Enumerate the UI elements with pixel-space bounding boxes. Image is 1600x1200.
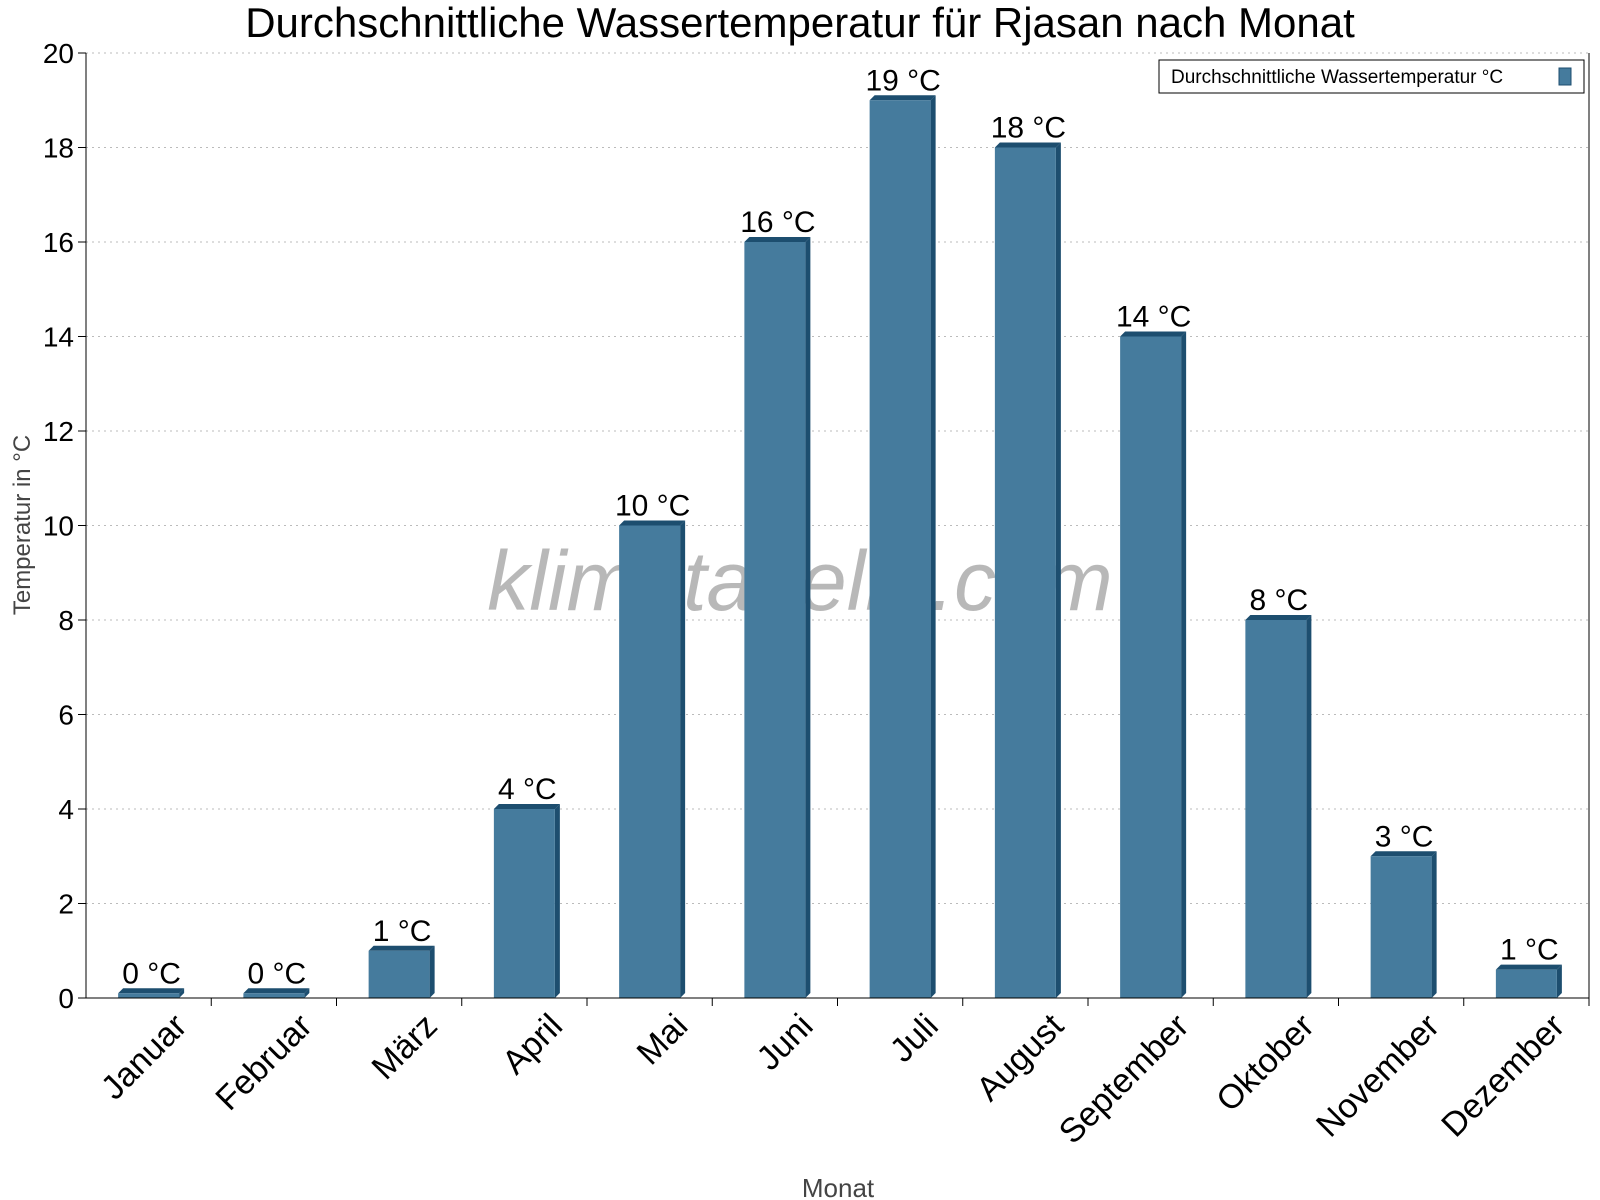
x-tick-label: August <box>969 1006 1071 1108</box>
bar <box>744 242 806 998</box>
x-tick-label: März <box>364 1007 444 1087</box>
x-tick-label: Januar <box>94 1007 194 1107</box>
bar-top <box>869 95 936 101</box>
bar <box>994 147 1056 998</box>
bar <box>1370 856 1432 998</box>
bar-top <box>1370 851 1437 857</box>
bar-top <box>744 237 811 242</box>
bar <box>118 993 180 998</box>
x-tick-label: Juni <box>750 1007 821 1078</box>
data-label: 4 °C <box>498 773 557 806</box>
y-tick-label: 18 <box>43 133 74 164</box>
bar-top <box>118 988 185 994</box>
data-label: 0 °C <box>248 957 307 990</box>
data-label: 19 °C <box>865 64 940 97</box>
bar-side <box>1306 615 1312 998</box>
bar <box>1245 620 1307 998</box>
data-label: 18 °C <box>991 112 1066 145</box>
x-axis-label: Monat <box>802 1173 875 1200</box>
data-label: 1 °C <box>373 915 432 948</box>
bar <box>1495 969 1557 998</box>
y-tick-label: 20 <box>43 38 74 69</box>
bar <box>368 950 430 998</box>
bar-side <box>1181 331 1187 998</box>
data-label: 10 °C <box>615 490 690 523</box>
bar <box>869 100 931 998</box>
y-tick-label: 16 <box>43 227 74 258</box>
legend <box>1158 59 1585 94</box>
bar-top <box>994 142 1061 148</box>
x-tick-label: Mai <box>630 1007 696 1073</box>
x-tick-label: Februar <box>208 1007 319 1118</box>
y-tick-label: 6 <box>58 700 74 731</box>
x-tick-label: Juli <box>883 1007 946 1070</box>
bar <box>619 525 681 998</box>
bar-top <box>493 804 560 809</box>
data-label: 14 °C <box>1116 301 1191 334</box>
y-tick-label: 8 <box>58 605 74 636</box>
y-tick-label: 12 <box>43 416 74 447</box>
y-tick-label: 4 <box>58 794 74 825</box>
y-tick-label: 0 <box>58 983 74 1014</box>
data-label: 0 °C <box>122 957 181 990</box>
bar-top <box>243 988 310 994</box>
bar <box>493 809 555 998</box>
legend-label: Durchschnittliche Wassertemperatur °C <box>1171 67 1503 88</box>
y-tick-label: 14 <box>43 322 74 353</box>
bar-side <box>1055 142 1061 998</box>
x-tick-label: April <box>495 1007 570 1082</box>
bar <box>243 993 305 998</box>
bar-side <box>429 945 435 998</box>
bar-side <box>805 237 811 998</box>
bar-side <box>680 520 686 998</box>
bar-side <box>1431 851 1437 998</box>
bar-top <box>619 520 686 526</box>
x-tick-label: Dezember <box>1434 1007 1572 1145</box>
bar-side <box>554 804 560 998</box>
data-label: 3 °C <box>1375 820 1434 853</box>
bar-top <box>1245 615 1312 620</box>
x-tick-label: Oktober <box>1209 1007 1321 1119</box>
x-tick-label: November <box>1309 1007 1447 1145</box>
data-label: 1 °C <box>1500 934 1559 967</box>
bar-top <box>1495 964 1562 970</box>
bar-top <box>368 945 435 951</box>
bar-side <box>179 988 185 998</box>
bar <box>1120 336 1182 998</box>
y-tick-label: 2 <box>58 889 74 920</box>
bar-side <box>930 95 936 998</box>
bar-top <box>1120 331 1187 337</box>
data-label: 16 °C <box>740 206 815 239</box>
y-tick-label: 10 <box>43 511 74 542</box>
y-axis-label: Temperatur in °C <box>9 435 36 615</box>
x-tick-label: September <box>1052 1007 1196 1151</box>
chart-title: Durchschnittliche Wassertemperatur für R… <box>245 0 1355 46</box>
data-label: 8 °C <box>1250 584 1309 617</box>
legend-swatch <box>1558 67 1572 86</box>
bar-side <box>304 988 310 998</box>
bar-side <box>1556 964 1562 998</box>
